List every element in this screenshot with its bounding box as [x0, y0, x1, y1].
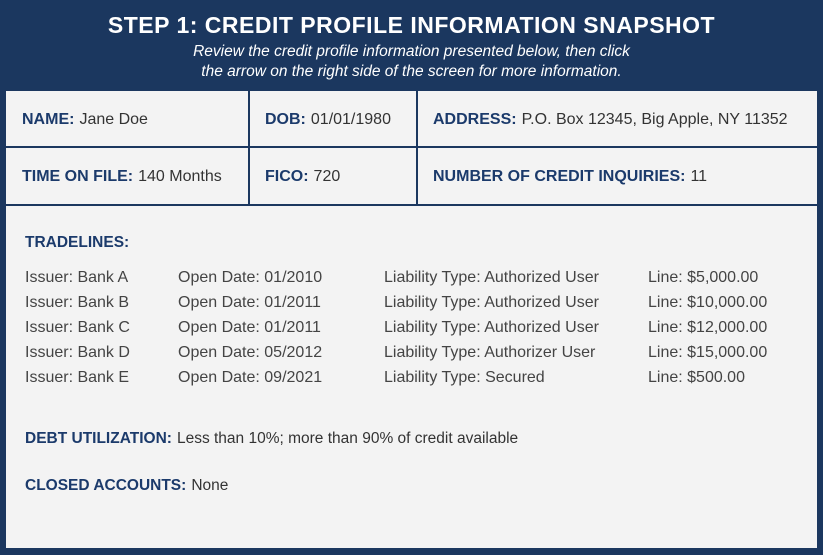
tradeline-type: Liability Type: Authorized User: [384, 319, 599, 336]
debt-value: Less than 10%; more than 90% of credit a…: [176, 430, 519, 447]
divider: [6, 204, 817, 206]
address-cell: ADDRESS: P.O. Box 12345, Big Apple, NY 11…: [417, 91, 817, 148]
tradeline-open: Open Date: 05/2012: [178, 344, 323, 361]
tradeline-type: Liability Type: Secured: [384, 369, 545, 386]
tradeline-line: Line: $500.00: [648, 369, 745, 386]
fico-label: FICO:: [265, 167, 309, 185]
divider: [248, 91, 250, 205]
tradelines-heading: TRADELINES:: [25, 234, 134, 252]
inquiries-value: 11: [690, 167, 708, 185]
header: STEP 1: CREDIT PROFILE INFORMATION SNAPS…: [0, 0, 823, 91]
time-on-file-cell: TIME ON FILE: 140 Months: [6, 148, 249, 205]
tradeline-line: Line: $10,000.00: [648, 294, 768, 311]
name-label: NAME:: [22, 110, 75, 128]
address-value: P.O. Box 12345, Big Apple, NY 11352: [521, 110, 788, 128]
tradeline-type: Liability Type: Authorizer User: [384, 344, 596, 361]
instructions: Review the credit profile information pr…: [0, 42, 823, 82]
address-label: ADDRESS:: [433, 110, 517, 128]
tradeline-open: Open Date: 01/2011: [178, 319, 321, 336]
name-cell: NAME: Jane Doe: [6, 91, 249, 148]
debt-label: DEBT UTILIZATION:: [25, 430, 172, 447]
instructions-line-2: the arrow on the right side of the scree…: [201, 63, 622, 80]
divider: [6, 146, 817, 148]
time-label: TIME ON FILE:: [22, 167, 134, 185]
fico-cell: FICO: 720: [249, 148, 417, 205]
tradeline-issuer: Issuer: Bank C: [25, 319, 130, 336]
page-title: STEP 1: CREDIT PROFILE INFORMATION SNAPS…: [107, 12, 716, 38]
profile-panel: NAME: Jane Doe DOB: 01/01/1980 ADDRESS: P.O…: [6, 91, 817, 548]
tradeline-line: Line: $12,000.00: [648, 319, 768, 336]
dob-value: 01/01/1980: [310, 110, 391, 128]
name-value: Jane Doe: [79, 110, 148, 128]
tradeline-line: Line: $5,000.00: [648, 269, 759, 286]
time-value: 140 Months: [138, 167, 222, 185]
tradeline-open: Open Date: 01/2010: [178, 269, 323, 286]
tradeline-type: Liability Type: Authorized User: [384, 269, 599, 286]
closed-label: CLOSED ACCOUNTS:: [25, 477, 187, 494]
dob-label: DOB:: [265, 110, 306, 128]
inquiries-label: NUMBER OF CREDIT INQUIRIES:: [433, 167, 686, 185]
divider: [416, 91, 418, 205]
tradeline-issuer: Issuer: Bank A: [25, 269, 129, 286]
instructions-line-1: Review the credit profile information pr…: [193, 43, 630, 60]
tradeline-line: Line: $15,000.00: [648, 344, 768, 361]
inquiries-cell: NUMBER OF CREDIT INQUIRIES: 11: [417, 148, 817, 205]
tradeline-issuer: Issuer: Bank D: [25, 344, 130, 361]
profile-grid: NAME: Jane Doe DOB: 01/01/1980 ADDRESS: P.O…: [6, 91, 817, 206]
closed-accounts: CLOSED ACCOUNTS: None: [25, 477, 228, 495]
tradeline-open: Open Date: 01/2011: [178, 294, 321, 311]
tradeline-open: Open Date: 09/2021: [178, 369, 323, 386]
tradelines-label: TRADELINES:: [25, 234, 130, 251]
closed-value: None: [191, 477, 229, 494]
tradeline-issuer: Issuer: Bank B: [25, 294, 130, 311]
tradeline-type: Liability Type: Authorized User: [384, 294, 599, 311]
debt-utilization: DEBT UTILIZATION: Less than 10%; more tha…: [25, 430, 518, 448]
fico-value: 720: [313, 167, 341, 185]
dob-cell: DOB: 01/01/1980: [249, 91, 417, 148]
tradeline-issuer: Issuer: Bank E: [25, 369, 130, 386]
